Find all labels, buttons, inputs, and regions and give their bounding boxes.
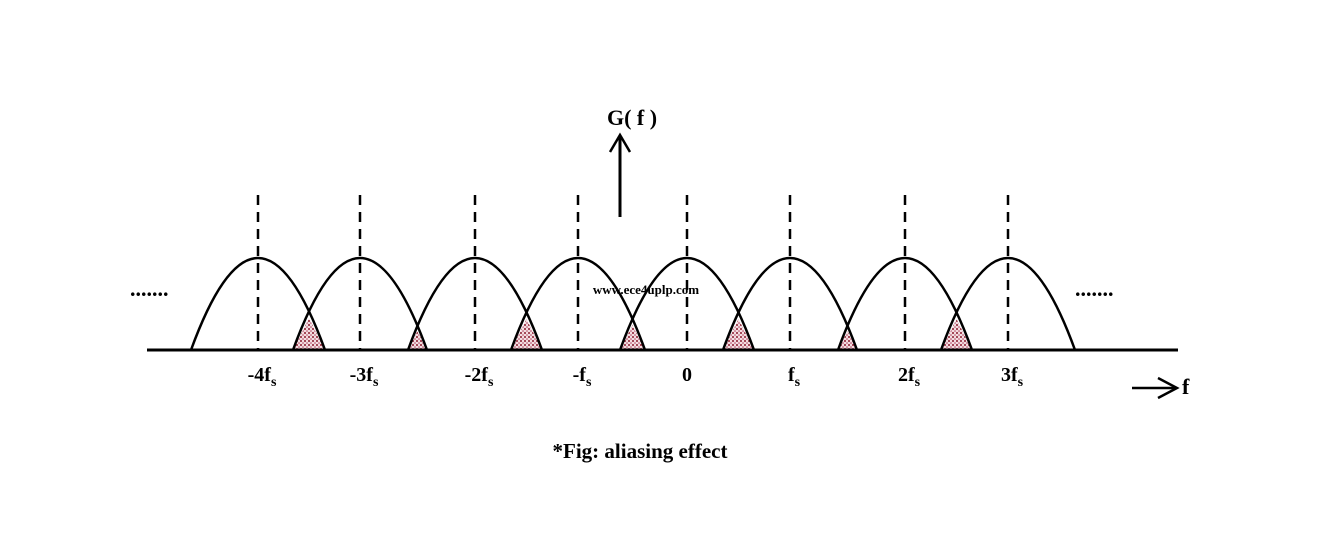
aliased-region	[941, 319, 972, 350]
watermark: www.ece4uplp.com	[593, 282, 699, 297]
tick-label: -fs	[573, 364, 592, 390]
caption: *Fig: aliasing effect	[553, 439, 728, 463]
y-axis-label: G( f )	[607, 105, 657, 130]
aliased-region	[511, 319, 542, 350]
spectrum-lobe	[406, 256, 544, 351]
tick-label-sub: s	[586, 375, 592, 390]
tick-label: 3fs	[1001, 364, 1024, 390]
aliased-region	[838, 331, 857, 350]
spectrum-lobe	[618, 256, 756, 351]
spectrum-lobe	[836, 256, 974, 351]
tick-label-main: -f	[573, 364, 587, 386]
tick-label-main: 0	[682, 364, 692, 386]
tick-label-main: -2f	[465, 364, 489, 386]
tick-label-main: -4f	[248, 364, 272, 386]
tick-label-main: -3f	[350, 364, 374, 386]
spectrum-lobe	[509, 256, 647, 351]
aliased-region	[620, 325, 645, 350]
tick-label: fs	[788, 364, 801, 390]
spectrum-lobe	[939, 256, 1077, 351]
ellipsis: .......	[1075, 276, 1114, 301]
spectrum-lobe	[291, 256, 429, 351]
x-arrow-head	[1157, 376, 1180, 400]
tick-label: 2fs	[898, 364, 921, 390]
aliased-region	[408, 331, 427, 350]
tick-label-sub: s	[373, 375, 379, 390]
tick-label: -2fs	[465, 364, 494, 390]
ellipsis: .......	[130, 276, 169, 301]
tick-label-sub: s	[915, 375, 921, 390]
tick-label-sub: s	[488, 375, 494, 390]
tick-label-sub: s	[271, 375, 277, 390]
spectrum-lobe	[721, 256, 859, 351]
tick-label-main: 2f	[898, 364, 915, 386]
tick-label-main: 3f	[1001, 364, 1018, 386]
spectrum-lobe	[189, 256, 327, 351]
tick-label: 0	[682, 364, 692, 386]
tick-label-main: f	[788, 364, 795, 386]
tick-label: -3fs	[350, 364, 379, 390]
aliased-region	[293, 318, 325, 350]
x-axis-label: f	[1182, 374, 1190, 399]
aliased-region	[723, 319, 754, 350]
tick-label: -4fs	[248, 364, 277, 390]
tick-label-sub: s	[795, 375, 801, 390]
y-arrow-head	[608, 132, 632, 153]
spectrum	[189, 195, 1077, 351]
tick-label-sub: s	[1018, 375, 1024, 390]
tick-labels: -4fs -3fs -2fs -fs 0 fs 2fs 3fs	[248, 364, 1024, 390]
